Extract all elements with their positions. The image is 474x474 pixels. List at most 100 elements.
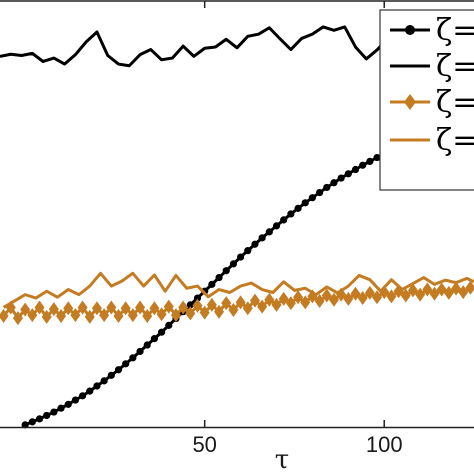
series-1-point: [21, 421, 29, 429]
series-3-point: [70, 308, 81, 323]
legend-label: ζ=: [436, 85, 474, 120]
series-3-point: [185, 306, 196, 321]
series-3-point: [163, 299, 174, 314]
series-1-point: [344, 170, 352, 178]
legend-label: ζ=: [436, 13, 474, 48]
series-3-point: [127, 308, 138, 323]
series-3-point: [34, 300, 45, 315]
series-3: [0, 280, 474, 326]
series-1-point: [150, 335, 159, 343]
series-1-point: [50, 408, 58, 416]
legend: ζ=ζ=ζ=ζ=: [379, 9, 474, 191]
series-3-point: [142, 308, 153, 323]
series-3-point: [264, 292, 275, 307]
series-2: [0, 25, 389, 68]
series-3-point: [350, 286, 361, 301]
series-3-point: [364, 285, 375, 300]
series-1-point: [337, 174, 345, 182]
legend-entry-3: ζ=: [390, 85, 474, 120]
series-3-point: [199, 305, 210, 320]
series-3-point: [170, 308, 181, 323]
series-3-point: [300, 295, 311, 310]
series-3-point: [214, 304, 225, 319]
series-3-point: [343, 291, 354, 306]
series-3-point: [415, 287, 426, 302]
series-3-point: [257, 299, 268, 314]
series-1-point: [222, 267, 230, 275]
series-3-point: [12, 311, 23, 326]
series-1-point: [229, 260, 238, 268]
series-1-point: [244, 247, 252, 255]
series-1-point: [107, 371, 115, 379]
series-1-point: [287, 210, 295, 218]
series-1-point: [114, 366, 123, 374]
series-1-point: [359, 161, 367, 169]
series-1-point: [215, 273, 223, 282]
series-1-point: [157, 328, 166, 336]
series-1-point: [28, 418, 36, 426]
series-3-point: [99, 308, 110, 323]
series-1-point: [86, 387, 94, 395]
legend-entry-1: ζ=: [390, 13, 474, 48]
series-3-point: [293, 290, 304, 305]
series-1-point: [308, 194, 317, 202]
series-1-point: [136, 347, 144, 356]
series-1-point: [258, 234, 266, 242]
series-3-point: [465, 280, 474, 295]
series-1-point: [35, 415, 44, 423]
series-3-point: [63, 301, 74, 316]
series-3-point: [41, 309, 52, 324]
series-1-point: [143, 341, 151, 349]
series-3-point: [178, 300, 189, 315]
series-1-point: [100, 377, 108, 385]
series-4-line: [2, 271, 474, 309]
series-3-point: [228, 303, 239, 318]
series-1-point: [315, 188, 324, 197]
series-3-point: [20, 302, 31, 317]
series-1-point: [294, 204, 302, 212]
series-3-point: [156, 307, 167, 322]
series-3-point: [278, 291, 289, 306]
series-4: [2, 271, 474, 309]
series-1-point: [165, 321, 173, 329]
series-1-point: [71, 396, 80, 404]
series-3-point: [149, 301, 160, 316]
series-1-point: [57, 404, 65, 412]
x-tick-label: 100: [366, 432, 403, 457]
series-3-point: [235, 295, 246, 310]
series-3-point: [106, 300, 117, 315]
series-3-point: [429, 286, 440, 301]
series-1-point: [43, 411, 51, 420]
legend-box: [379, 9, 474, 191]
series-1-point: [93, 382, 101, 390]
x-axis-title: τ: [275, 445, 289, 474]
series-3-point: [120, 301, 131, 316]
series-3-point: [443, 285, 454, 300]
series-3-point: [285, 296, 296, 311]
legend-entry-2: ζ=: [390, 49, 474, 84]
series-3-point: [249, 293, 260, 308]
series-1-point: [122, 360, 130, 368]
series-3-point: [458, 285, 469, 300]
series-2-line: [0, 25, 389, 68]
series-1-point: [193, 294, 202, 302]
series-3-point: [314, 294, 325, 309]
legend-marker: [405, 25, 415, 35]
series-1-point: [64, 400, 72, 408]
series-3-point: [56, 308, 67, 323]
series-1-point: [251, 240, 259, 248]
series-3-point: [77, 300, 88, 315]
series-1-point: [272, 222, 281, 230]
series-1-point: [351, 165, 360, 174]
series-1-point: [366, 157, 374, 166]
series-1-point: [373, 153, 381, 162]
series-3-point: [48, 302, 59, 317]
series-3-point: [192, 298, 203, 313]
series-1-point: [236, 253, 245, 261]
series-3-point: [91, 301, 102, 316]
series-1-point: [280, 216, 288, 224]
series-1-point: [186, 301, 194, 309]
legend-entry-4: ζ=: [390, 123, 474, 158]
